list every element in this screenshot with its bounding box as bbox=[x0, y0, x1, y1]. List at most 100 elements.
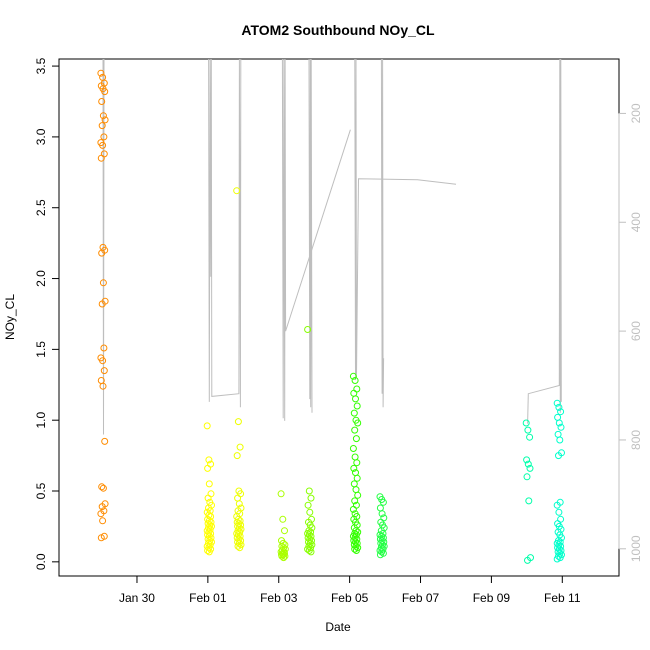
data-point bbox=[203, 422, 211, 430]
chart-title: ATOM2 Southbound NOy_CL bbox=[241, 22, 435, 38]
data-point bbox=[524, 426, 532, 434]
x-tick-label: Feb 09 bbox=[473, 591, 511, 605]
pressure-track-7 bbox=[527, 58, 562, 424]
data-point bbox=[526, 433, 534, 441]
right-tick-label: 800 bbox=[629, 430, 643, 450]
data-point bbox=[307, 494, 315, 502]
data-point bbox=[204, 547, 212, 554]
data-point bbox=[205, 480, 213, 488]
pressure-tracks-layer bbox=[102, 58, 562, 435]
data-point bbox=[525, 497, 533, 505]
data-point bbox=[101, 88, 109, 96]
data-point bbox=[304, 326, 312, 333]
data-point bbox=[353, 474, 361, 482]
data-point bbox=[98, 503, 106, 511]
data-point bbox=[353, 402, 361, 410]
data-point bbox=[523, 456, 531, 464]
data-point bbox=[555, 403, 563, 411]
data-point bbox=[349, 445, 357, 452]
data-point bbox=[307, 548, 315, 556]
data-point bbox=[234, 418, 242, 426]
data-point bbox=[99, 382, 107, 390]
pressure-track-3 bbox=[281, 58, 351, 421]
data-point bbox=[98, 98, 106, 105]
data-point bbox=[349, 372, 357, 380]
x-tick-label: Jan 30 bbox=[119, 591, 155, 605]
pressure-track-4 bbox=[308, 58, 313, 413]
y-axis-left: 0.0 0.5 1.0 1.5 2.0 2.5 3.0 3.5 bbox=[34, 57, 60, 570]
pressure-track-1 bbox=[102, 58, 105, 435]
x-tick-label: Feb 05 bbox=[331, 591, 369, 605]
data-point bbox=[101, 116, 109, 124]
data-point bbox=[557, 408, 565, 416]
data-point bbox=[99, 279, 107, 287]
data-point bbox=[279, 551, 287, 559]
data-point bbox=[351, 497, 359, 505]
data-point bbox=[352, 547, 360, 554]
data-point bbox=[553, 399, 561, 407]
data-point bbox=[304, 501, 312, 509]
data-point bbox=[554, 430, 562, 438]
data-point bbox=[351, 377, 359, 384]
data-point bbox=[523, 473, 531, 481]
data-point bbox=[524, 460, 532, 468]
data-point bbox=[204, 494, 212, 502]
data-point bbox=[349, 505, 357, 513]
data-point bbox=[98, 249, 106, 257]
data-point bbox=[205, 456, 213, 464]
data-point bbox=[205, 548, 213, 556]
y-tick-label: 3.5 bbox=[34, 57, 48, 74]
x-axis-label: Date bbox=[325, 620, 351, 634]
data-point bbox=[236, 443, 244, 451]
data-point bbox=[352, 395, 359, 403]
data-point bbox=[555, 452, 562, 460]
data-point bbox=[556, 436, 564, 444]
data-point bbox=[100, 367, 108, 375]
right-tick-label: 400 bbox=[629, 212, 643, 232]
right-tick-label: 600 bbox=[629, 321, 643, 341]
data-point bbox=[97, 154, 105, 162]
data-point bbox=[99, 517, 107, 525]
data-point bbox=[555, 419, 563, 427]
data-point bbox=[100, 344, 108, 352]
data-point bbox=[306, 508, 314, 516]
x-axis-bottom: Jan 30 Feb 01 Feb 03 Feb 05 Feb 07 Feb 09 Feb … bbox=[119, 575, 581, 605]
data-point bbox=[233, 452, 241, 460]
data-point bbox=[351, 453, 359, 461]
data-point bbox=[350, 389, 358, 397]
y-axis-label: NOy_CL bbox=[3, 294, 17, 340]
data-point bbox=[100, 133, 108, 141]
data-point bbox=[354, 419, 362, 427]
data-point bbox=[97, 534, 105, 542]
data-point bbox=[350, 464, 358, 472]
data-point bbox=[379, 498, 387, 506]
data-point bbox=[352, 435, 360, 443]
plot-frame bbox=[58, 58, 620, 577]
data-point bbox=[204, 464, 212, 472]
data-point bbox=[376, 551, 384, 559]
data-point bbox=[236, 544, 244, 552]
data-point bbox=[281, 552, 289, 560]
data-point bbox=[557, 515, 565, 523]
data-point bbox=[554, 413, 562, 421]
data-point bbox=[233, 187, 241, 195]
data-point bbox=[98, 300, 106, 308]
data-point bbox=[278, 552, 286, 560]
data-point bbox=[234, 494, 242, 502]
data-point bbox=[352, 486, 360, 494]
data-point bbox=[99, 484, 107, 492]
y-tick-label: 0.0 bbox=[34, 553, 48, 570]
data-point bbox=[351, 545, 359, 553]
data-point bbox=[351, 426, 359, 434]
data-point bbox=[234, 542, 242, 550]
data-point bbox=[305, 487, 313, 495]
y-tick-label: 1.0 bbox=[34, 412, 48, 429]
data-point bbox=[555, 508, 563, 516]
data-point bbox=[553, 555, 561, 563]
data-point bbox=[98, 122, 106, 130]
data-point bbox=[99, 357, 107, 365]
data-point bbox=[97, 510, 105, 518]
y-tick-label: 0.5 bbox=[34, 482, 48, 499]
y-tick-label: 1.5 bbox=[34, 341, 48, 358]
y-axis-right: 200 400 600 800 1000 bbox=[618, 103, 643, 562]
